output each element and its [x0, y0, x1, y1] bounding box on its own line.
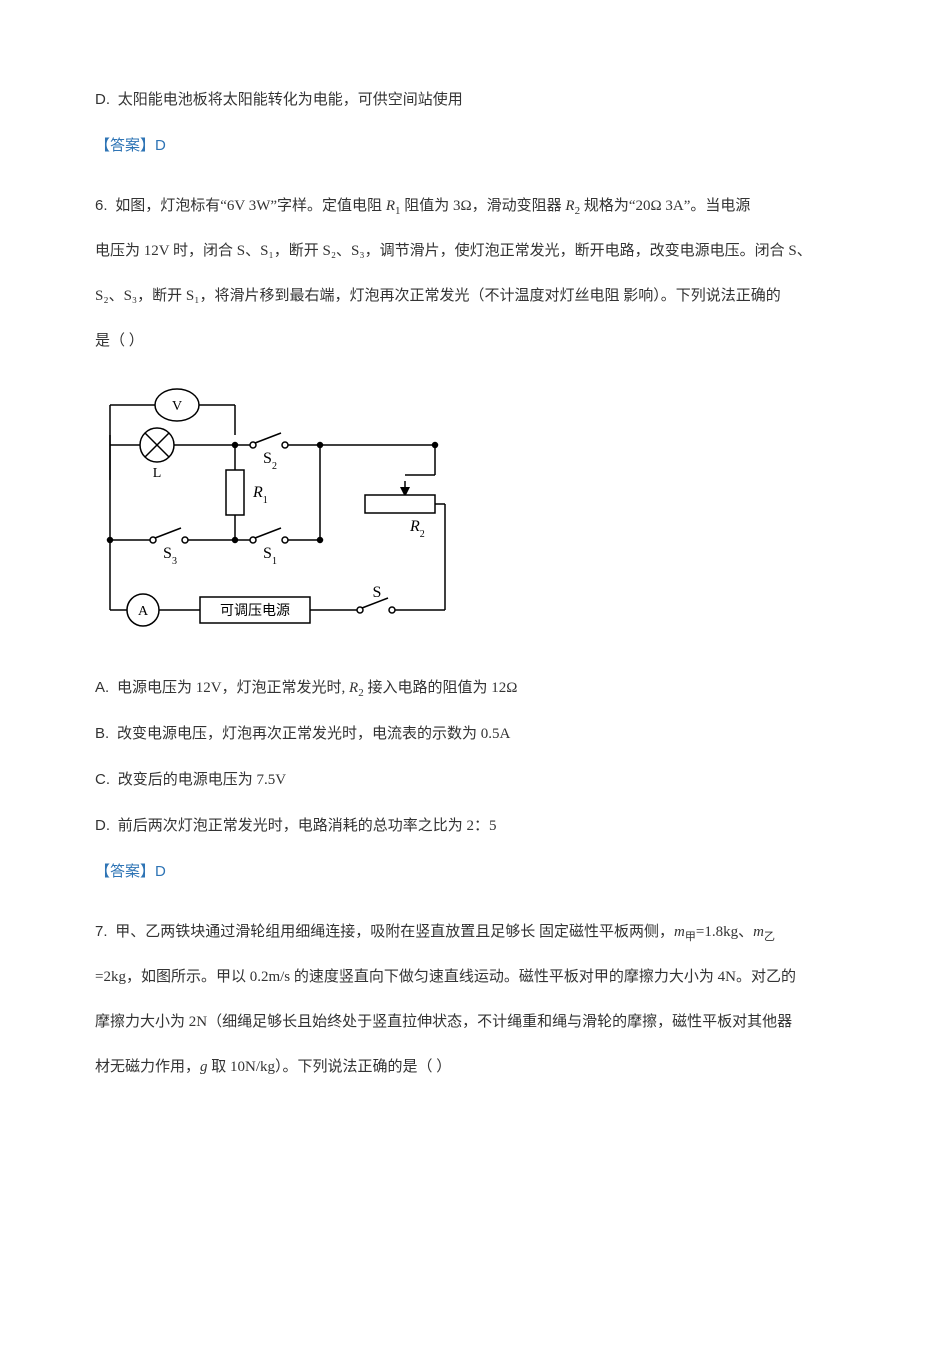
q6-option-a: A. 电源电压为 12V，灯泡正常发光时, R2 接入电路的阻值为 12Ω — [95, 668, 855, 708]
stem-text: 电压为 12V 时，闭合 S、S₁，断开 S₂、S₃，调节滑片，使灯泡正常发光，… — [95, 243, 812, 259]
stem-text: =2kg，如图所示。甲以 0.2m/s 的速度竖直向下做匀速直线运动。磁性平板对… — [95, 969, 796, 985]
s2-sub: 2 — [272, 461, 277, 472]
q6-stem-line2: 电压为 12V 时，闭合 S、S₁，断开 S₂、S₃，调节滑片，使灯泡正常发光，… — [95, 232, 855, 271]
source-label: 可调压电源 — [220, 603, 290, 619]
question-number: 7. — [95, 923, 108, 940]
var-m1: m — [674, 924, 685, 940]
answer-label: 【答案】 — [95, 864, 155, 880]
var-m1-sub: 甲 — [685, 931, 696, 943]
q6-option-b: B. 改变电源电压，灯泡再次正常发光时，电流表的示数为 0.5A — [95, 714, 855, 754]
s1-label: S — [263, 545, 272, 562]
stem-text: 如图，灯泡标有“6V 3W”字样。定值电阻 — [115, 198, 386, 214]
stem-text: 材无磁力作用， — [95, 1059, 200, 1075]
s-label: S — [373, 584, 382, 601]
stem-text: 取 10N/kg）。下列说法正确的是（ ） — [208, 1059, 452, 1075]
q7-stem-line4: 材无磁力作用，g 取 10N/kg）。下列说法正确的是（ ） — [95, 1048, 855, 1087]
svg-text:S1: S1 — [263, 545, 277, 567]
var-m2-sub: 乙 — [764, 931, 775, 943]
q7-stem-line1: 7. 甲、乙两铁块通过滑轮组用细绳连接，吸附在竖直放置且足够长 固定磁性平板两侧… — [95, 912, 855, 952]
q6-stem-line1: 6. 如图，灯泡标有“6V 3W”字样。定值电阻 R1 阻值为 3Ω，滑动变阻器… — [95, 186, 855, 226]
svg-text:S3: S3 — [163, 545, 177, 567]
option-text: 太阳能电池板将太阳能转化为电能，可供空间站使用 — [118, 92, 463, 108]
stem-text: 规格为“20Ω 3A”。当电源 — [580, 198, 750, 214]
stem-text: 摩擦力大小为 2N（细绳足够长且始终处于竖直拉伸状态，不计绳重和绳与滑轮的摩擦，… — [95, 1014, 792, 1030]
var-r1: R — [386, 198, 395, 214]
q5-answer: 【答案】D — [95, 126, 855, 166]
option-text: 电源电压为 12V，灯泡正常发光时, — [117, 680, 349, 696]
page: D. 太阳能电池板将太阳能转化为电能，可供空间站使用 【答案】D 6. 如图，灯… — [0, 0, 950, 1345]
var-r2: R — [565, 198, 574, 214]
voltmeter-label: V — [172, 399, 182, 414]
q6-answer: 【答案】D — [95, 852, 855, 892]
r2-sub: 2 — [420, 529, 425, 540]
q7-stem-line3: 摩擦力大小为 2N（细绳足够长且始终处于竖直拉伸状态，不计绳重和绳与滑轮的摩擦，… — [95, 1003, 855, 1042]
option-label: B. — [95, 725, 109, 742]
option-label: D. — [95, 91, 110, 108]
r1-sub: 1 — [263, 495, 268, 506]
s3-sub: 3 — [172, 556, 177, 567]
option-text: 改变后的电源电压为 7.5V — [118, 772, 286, 788]
r2-label: R — [409, 518, 420, 535]
s1-sub: 1 — [272, 556, 277, 567]
option-text: 前后两次灯泡正常发光时，电路消耗的总功率之比为 2：5 — [118, 818, 497, 834]
answer-value: D — [155, 137, 166, 154]
r1-label: R — [252, 484, 263, 501]
lamp-label: L — [153, 466, 162, 481]
option-label: D. — [95, 817, 110, 834]
var-r: R — [349, 680, 358, 696]
q6-stem-line3: S₂、S₃，断开 S₁，将滑片移到最右端，灯泡再次正常发光（不计温度对灯丝电阻 … — [95, 277, 855, 316]
answer-label: 【答案】 — [95, 138, 155, 154]
q6-option-c: C. 改变后的电源电压为 7.5V — [95, 760, 855, 800]
s3-label: S — [163, 545, 172, 562]
question-number: 6. — [95, 197, 108, 214]
s2-label: S — [263, 450, 272, 467]
q6-stem-line4: 是（ ） — [95, 322, 855, 361]
option-label: C. — [95, 771, 110, 788]
circuit-svg: V L S2 — [95, 375, 455, 645]
stem-text: =1.8kg、 — [696, 924, 753, 940]
stem-text: S₂、S₃，断开 S₁，将滑片移到最右端，灯泡再次正常发光（不计温度对灯丝电阻 … — [95, 288, 781, 304]
svg-text:R1: R1 — [252, 484, 268, 506]
svg-text:R2: R2 — [409, 518, 425, 540]
stem-text: 阻值为 3Ω，滑动变阻器 — [400, 198, 565, 214]
stem-text: 甲、乙两铁块通过滑轮组用细绳连接，吸附在竖直放置且足够长 固定磁性平板两侧， — [115, 924, 674, 940]
option-label: A. — [95, 679, 109, 696]
q7-stem-line2: =2kg，如图所示。甲以 0.2m/s 的速度竖直向下做匀速直线运动。磁性平板对… — [95, 958, 855, 997]
var-m2: m — [753, 924, 764, 940]
stem-text: 是（ ） — [95, 333, 144, 349]
ammeter-label: A — [138, 604, 149, 619]
q6-option-d: D. 前后两次灯泡正常发光时，电路消耗的总功率之比为 2：5 — [95, 806, 855, 846]
option-text: 接入电路的阻值为 12Ω — [364, 680, 518, 696]
svg-text:S2: S2 — [263, 450, 277, 472]
q6-circuit-diagram: V L S2 — [95, 375, 855, 650]
answer-value: D — [155, 863, 166, 880]
var-g: g — [200, 1059, 208, 1075]
option-text: 改变电源电压，灯泡再次正常发光时，电流表的示数为 0.5A — [117, 726, 510, 742]
q5-option-d: D. 太阳能电池板将太阳能转化为电能，可供空间站使用 — [95, 80, 855, 120]
